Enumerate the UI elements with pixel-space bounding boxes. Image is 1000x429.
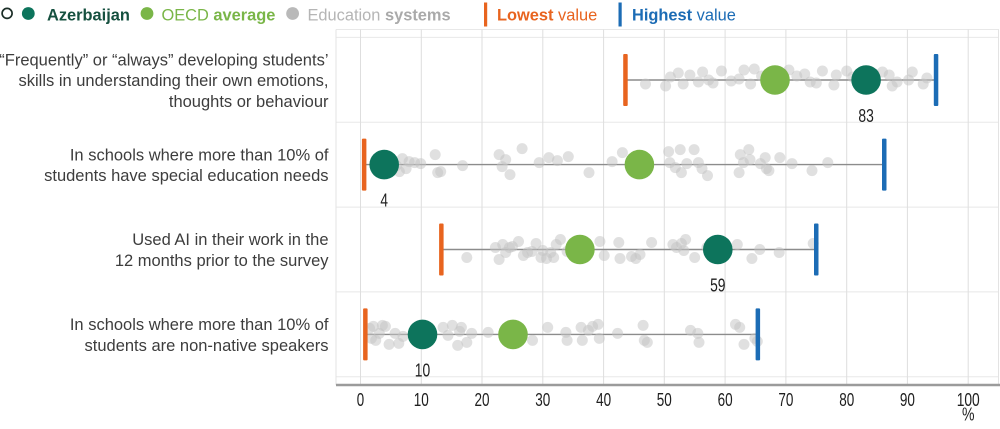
svg-text:4: 4 [380,190,388,211]
svg-text:20: 20 [475,389,490,410]
svg-text:100: 100 [957,389,980,410]
svg-text:Used AI in their work in the: Used AI in their work in the [132,231,328,249]
svg-text:70: 70 [778,389,793,410]
svg-text:80: 80 [839,389,854,410]
svg-text:thoughts or behaviour: thoughts or behaviour [169,93,329,111]
svg-text:students are non-native speake: students are non-native speakers [85,337,329,355]
svg-text:83: 83 [858,105,873,126]
svg-text:40: 40 [596,389,611,410]
svg-text:90: 90 [900,389,915,410]
svg-text:50: 50 [657,389,672,410]
svg-text:Lowest value: Lowest value [497,7,597,25]
svg-text:“Frequently” or “always” devel: “Frequently” or “always” developing stud… [0,51,329,69]
svg-text:students have special educatio: students have special education needs [44,167,328,185]
svg-text:10: 10 [414,389,429,410]
svg-text:OECD average: OECD average [162,7,276,25]
svg-text:30: 30 [535,389,550,410]
svg-text:Azerbaijan: Azerbaijan [47,7,130,25]
svg-text:In schools where more than 10%: In schools where more than 10% of [70,146,329,164]
svg-text:Highest value: Highest value [632,7,736,25]
svg-text:59: 59 [710,275,725,296]
svg-text:Education systems: Education systems [308,7,451,25]
svg-text:%: % [962,404,975,425]
svg-text:12 months prior to the survey: 12 months prior to the survey [115,252,329,270]
svg-text:0: 0 [357,389,364,410]
svg-text:In schools where more than 10%: In schools where more than 10% of [70,316,329,334]
svg-text:60: 60 [718,389,733,410]
svg-text:10: 10 [415,359,430,380]
svg-text:skills in understanding their: skills in understanding their own emotio… [19,72,329,90]
